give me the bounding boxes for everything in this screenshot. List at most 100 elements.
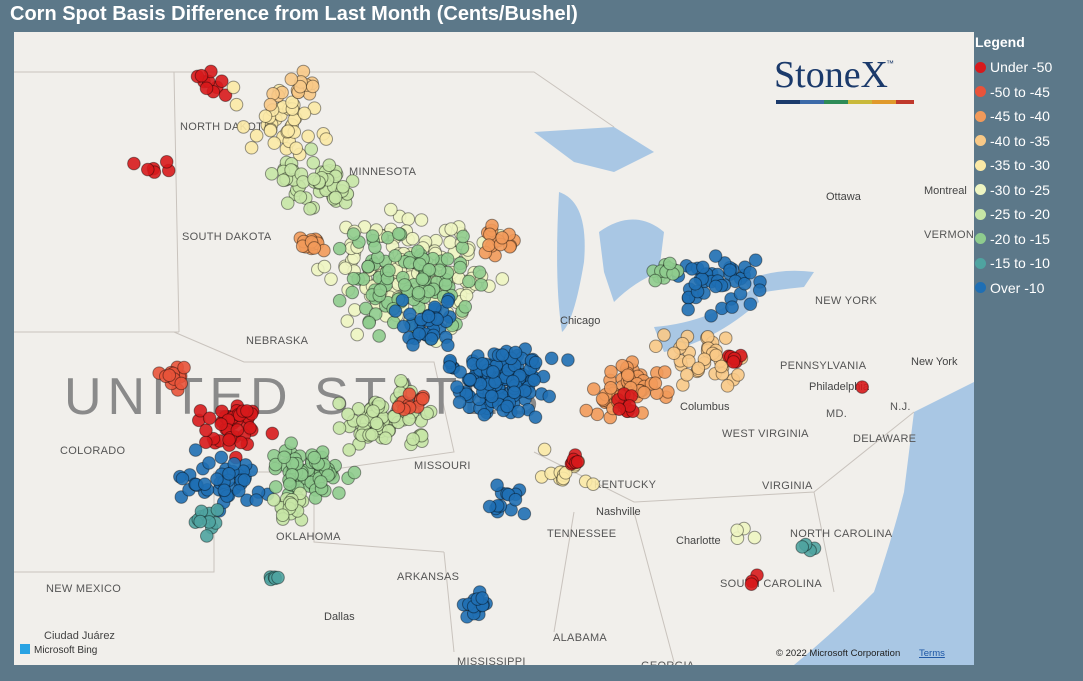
map-point: [527, 373, 541, 387]
map-point: [544, 351, 559, 366]
map-point: [308, 491, 323, 505]
map-point: [403, 307, 417, 321]
map-point: [486, 365, 500, 379]
legend-item[interactable]: -25 to -20: [975, 202, 1052, 227]
map-point: [411, 285, 426, 300]
legend-label: -50 to -45: [990, 83, 1050, 100]
map-point: [558, 466, 573, 480]
map-point: [188, 443, 203, 457]
map-point: [462, 274, 476, 289]
map-point: [336, 180, 350, 194]
map-point: [394, 373, 408, 388]
legend-title: Legend: [975, 34, 1025, 50]
map-point: [508, 345, 523, 360]
map-point: [455, 240, 470, 255]
map-point: [127, 156, 141, 171]
state-label: COLORADO: [60, 445, 125, 457]
map-point: [406, 338, 420, 352]
legend-item[interactable]: Over -10: [975, 276, 1052, 301]
map-point: [319, 132, 333, 146]
map-point: [345, 174, 360, 188]
bing-logo: [20, 644, 30, 654]
map-point: [570, 455, 585, 469]
map-point: [214, 450, 229, 465]
map-point: [301, 129, 315, 144]
map-point: [795, 540, 810, 554]
legend-item[interactable]: -50 to -45: [975, 80, 1052, 105]
map-point: [306, 156, 321, 170]
map-point: [317, 259, 332, 274]
map-point: [229, 97, 244, 112]
legend: Legend Under -50 -50 to -45 -45 to -40 -40 …: [975, 34, 1052, 300]
map-point: [474, 278, 489, 292]
map-point: [579, 403, 593, 418]
legend-item[interactable]: -20 to -15: [975, 227, 1052, 252]
legend-label: -15 to -10: [990, 255, 1050, 272]
legend-item[interactable]: -15 to -10: [975, 251, 1052, 276]
map-point: [743, 265, 758, 280]
map-point: [268, 457, 283, 472]
legend-item[interactable]: -35 to -30: [975, 153, 1052, 178]
map-point: [198, 477, 212, 492]
map-point: [657, 365, 672, 379]
legend-label: -25 to -20: [990, 206, 1050, 223]
map-point: [307, 172, 321, 186]
map-point: [284, 72, 299, 87]
legend-item[interactable]: Under -50: [975, 55, 1052, 80]
map-point: [442, 360, 457, 374]
map-point: [159, 155, 174, 169]
map-point: [495, 348, 510, 362]
map-point: [332, 396, 346, 411]
map-point: [264, 166, 279, 181]
terms-link[interactable]: Terms: [919, 648, 945, 659]
state-label: KENTUCKY: [594, 479, 657, 491]
city-label: Dallas: [324, 611, 355, 623]
map-point: [293, 190, 308, 204]
map-point: [657, 328, 671, 342]
legend-item[interactable]: -40 to -35: [975, 129, 1052, 154]
map-point: [392, 227, 406, 241]
map-point: [424, 332, 439, 346]
map-point: [314, 475, 328, 489]
state-label: NEW MEXICO: [46, 583, 121, 595]
map-point: [495, 272, 510, 286]
map-point: [263, 97, 278, 112]
map-point: [482, 499, 497, 514]
map-point: [401, 212, 416, 226]
map-point: [345, 285, 360, 300]
water: [534, 127, 974, 665]
map-point: [373, 283, 388, 298]
map-point: [452, 395, 467, 410]
borders: [14, 71, 915, 663]
state-label: VERMONT: [924, 229, 974, 241]
map-point: [648, 376, 663, 391]
map-point: [293, 79, 308, 94]
map-point: [227, 457, 242, 471]
map-point: [275, 508, 290, 523]
legend-label: -20 to -15: [990, 230, 1050, 247]
map-point: [340, 314, 355, 328]
map-point: [249, 128, 264, 143]
map-point: [303, 201, 317, 216]
legend-item[interactable]: -45 to -40: [975, 104, 1052, 129]
map-point: [456, 229, 470, 244]
map-point: [214, 74, 229, 88]
map-point: [586, 382, 601, 396]
legend-label: -30 to -25: [990, 181, 1050, 198]
map-point: [709, 348, 723, 363]
legend-swatch: [975, 233, 986, 245]
state-label: OKLAHOMA: [276, 531, 341, 543]
map-point: [258, 109, 273, 124]
map-point: [604, 364, 618, 379]
map-point: [304, 142, 319, 156]
map-point: [193, 403, 208, 418]
map-point: [222, 433, 236, 447]
legend-item[interactable]: -30 to -25: [975, 178, 1052, 203]
map-point: [338, 261, 353, 276]
map-point: [263, 123, 278, 138]
state-label: SOUTH DAKOTA: [182, 231, 272, 243]
map-point: [365, 229, 380, 243]
map-point: [140, 162, 155, 177]
map-point: [603, 381, 618, 395]
state-label: MISSISSIPPI: [457, 656, 526, 665]
